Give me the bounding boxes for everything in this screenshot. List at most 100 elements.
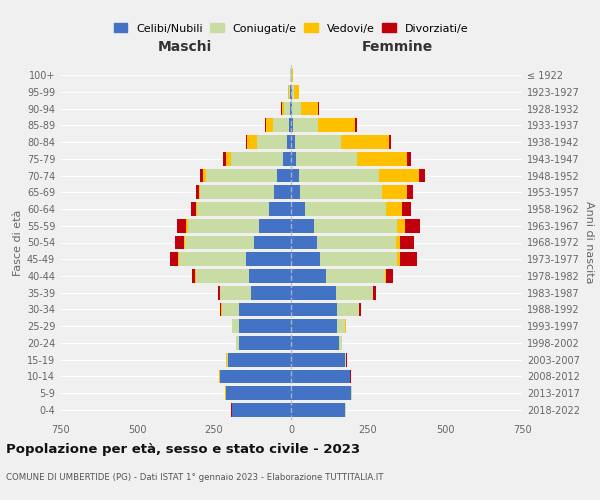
Bar [226, 386, 291, 400]
Bar [179, 252, 247, 266]
Bar [196, 202, 197, 216]
Bar [220, 302, 221, 316]
Bar [221, 302, 222, 316]
Y-axis label: Fasce di età: Fasce di età [13, 210, 23, 276]
Bar [239, 320, 291, 333]
Bar [175, 236, 184, 250]
Bar [232, 403, 291, 417]
Bar [291, 386, 351, 400]
Bar [294, 85, 299, 98]
Bar [291, 202, 305, 216]
Bar [320, 252, 397, 266]
Bar [218, 286, 220, 300]
Bar [239, 336, 291, 350]
Bar [305, 202, 386, 216]
Bar [247, 135, 257, 149]
Bar [254, 236, 291, 250]
Bar [405, 219, 421, 232]
Bar [295, 135, 341, 149]
Bar [299, 168, 379, 182]
Bar [291, 168, 299, 182]
Bar [407, 186, 413, 199]
Bar [223, 152, 226, 166]
Bar [301, 102, 319, 116]
Bar [314, 219, 397, 232]
Bar [402, 202, 411, 216]
Bar [290, 102, 291, 116]
Bar [186, 219, 188, 232]
Bar [284, 102, 290, 116]
Bar [382, 186, 407, 199]
Bar [199, 186, 200, 199]
Bar [289, 118, 291, 132]
Bar [291, 118, 293, 132]
Bar [337, 302, 359, 316]
Bar [257, 135, 287, 149]
Text: Femmine: Femmine [362, 40, 433, 54]
Bar [291, 219, 314, 232]
Bar [291, 336, 339, 350]
Bar [274, 118, 289, 132]
Bar [282, 102, 284, 116]
Bar [277, 168, 291, 182]
Bar [200, 186, 274, 199]
Bar [191, 202, 196, 216]
Bar [281, 102, 282, 116]
Bar [231, 152, 283, 166]
Bar [178, 252, 179, 266]
Bar [291, 370, 350, 384]
Bar [385, 269, 386, 283]
Bar [291, 252, 320, 266]
Bar [300, 186, 382, 199]
Bar [222, 302, 239, 316]
Bar [292, 68, 293, 82]
Bar [291, 353, 345, 366]
Bar [246, 135, 247, 149]
Text: COMUNE DI UMBERTIDE (PG) - Dati ISTAT 1° gennaio 2023 - Elaborazione TUTTITALIA.: COMUNE DI UMBERTIDE (PG) - Dati ISTAT 1°… [6, 472, 383, 482]
Bar [400, 236, 414, 250]
Bar [373, 286, 376, 300]
Bar [407, 152, 411, 166]
Bar [337, 320, 345, 333]
Bar [351, 386, 352, 400]
Bar [389, 135, 391, 149]
Bar [291, 135, 295, 149]
Bar [236, 336, 239, 350]
Text: Popolazione per età, sesso e stato civile - 2023: Popolazione per età, sesso e stato civil… [6, 442, 360, 456]
Bar [293, 118, 318, 132]
Text: Maschi: Maschi [158, 40, 212, 54]
Bar [291, 102, 292, 116]
Bar [232, 320, 239, 333]
Bar [265, 118, 266, 132]
Bar [227, 353, 228, 366]
Bar [341, 135, 389, 149]
Bar [288, 85, 289, 98]
Bar [291, 286, 335, 300]
Bar [345, 353, 346, 366]
Bar [291, 236, 317, 250]
Bar [283, 152, 291, 166]
Bar [251, 286, 291, 300]
Bar [226, 152, 231, 166]
Bar [379, 168, 419, 182]
Bar [359, 302, 361, 316]
Bar [289, 85, 290, 98]
Bar [290, 85, 291, 98]
Bar [197, 202, 269, 216]
Bar [247, 252, 291, 266]
Bar [287, 135, 291, 149]
Bar [196, 186, 199, 199]
Bar [396, 236, 400, 250]
Bar [291, 152, 296, 166]
Bar [296, 152, 357, 166]
Bar [339, 336, 342, 350]
Bar [397, 252, 400, 266]
Bar [355, 118, 356, 132]
Bar [400, 252, 416, 266]
Bar [177, 219, 186, 232]
Bar [291, 320, 337, 333]
Bar [206, 168, 277, 182]
Legend: Celibi/Nubili, Coniugati/e, Vedovi/e, Divorziati/e: Celibi/Nubili, Coniugati/e, Vedovi/e, Di… [112, 21, 470, 35]
Bar [259, 219, 291, 232]
Bar [195, 269, 196, 283]
